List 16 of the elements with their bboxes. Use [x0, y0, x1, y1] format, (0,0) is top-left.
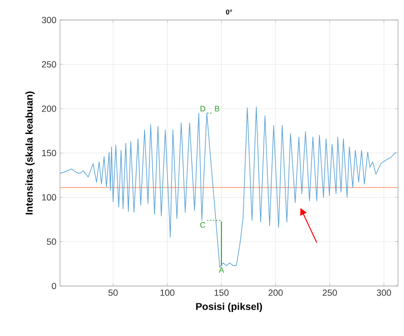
y-tick-label: 50: [46, 238, 56, 245]
x-axis-title: Posisi (piksel): [196, 302, 262, 312]
x-tick-label: 200: [268, 290, 283, 296]
line-series: [60, 106, 396, 268]
x-tick-label: 300: [376, 290, 392, 296]
x-tick-label: 100: [160, 290, 174, 296]
y-tick-label: 0: [52, 282, 56, 290]
y-axis-title: Intensitas (skala keabuan): [25, 91, 35, 214]
y-tick-label: 200: [42, 105, 56, 112]
y-tick-label: 100: [42, 194, 56, 201]
x-tick-label: 50: [108, 290, 118, 296]
x-tick-label: 150: [214, 290, 229, 296]
y-tick-label: 150: [42, 150, 56, 156]
x-tick-label: 250: [322, 290, 337, 296]
y-tick-label: 250: [42, 61, 56, 68]
y-tick-label: 300: [42, 16, 56, 24]
